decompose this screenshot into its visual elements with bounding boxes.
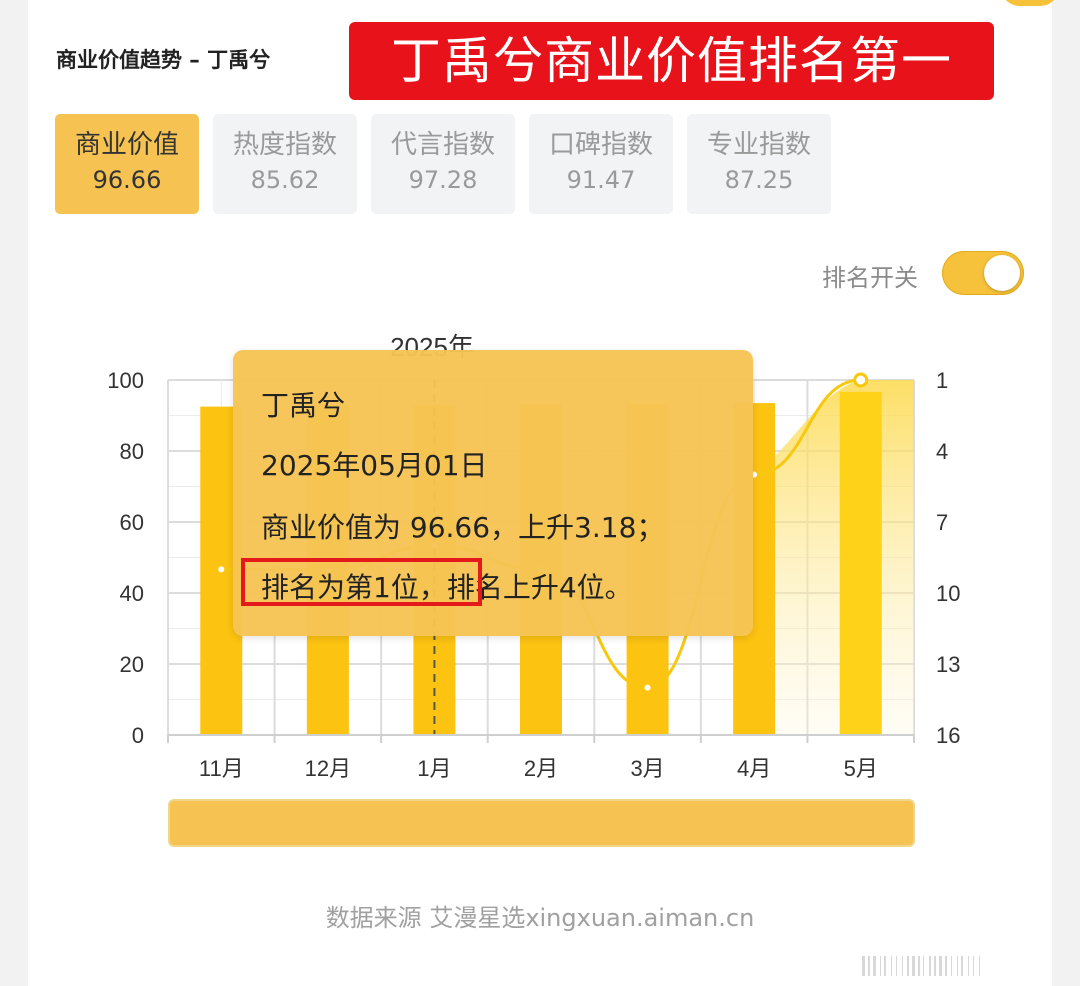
tab-label: 口碑指数 — [548, 130, 653, 160]
tooltip-name: 丁禹兮 — [261, 389, 346, 422]
barcode-stripe — [896, 956, 897, 976]
x-tick-label: 5月 — [844, 756, 878, 781]
y-right-tick-label: 16 — [936, 723, 960, 748]
barcode-stripe — [973, 956, 974, 976]
data-source: 数据来源 艾漫星选xingxuan.aiman.cn — [325, 904, 755, 932]
tab-label: 专业指数 — [706, 130, 811, 160]
y-right-tick-label: 4 — [936, 439, 948, 464]
y-right-tick-label: 13 — [936, 652, 960, 677]
headline-banner: 丁禹兮商业价值排名第一 — [349, 22, 994, 100]
toggle-knob — [984, 255, 1020, 291]
tab-value: 97.28 — [408, 166, 478, 194]
barcode-stripe — [961, 956, 963, 976]
barcode-stripe — [923, 956, 924, 976]
corner-badge — [1000, 0, 1060, 6]
barcode-stripe — [968, 956, 969, 976]
x-tick-label: 2月 — [524, 756, 558, 781]
barcode-stripe — [918, 956, 920, 976]
barcode-stripe — [929, 956, 931, 976]
barcode-stripe — [939, 956, 942, 976]
tab-value: 96.66 — [92, 166, 162, 194]
rank-highlight-box — [241, 558, 482, 606]
rank-toggle[interactable] — [942, 251, 1024, 295]
barcode-stripe — [862, 956, 865, 976]
tab-business-value[interactable]: 商业价值 96.66 — [55, 114, 199, 214]
tab-value: 85.62 — [250, 166, 320, 194]
tab-label: 热度指数 — [232, 130, 337, 160]
barcode-stripe — [934, 956, 936, 976]
rank-toggle-label: 排名开关 — [822, 264, 918, 292]
x-tick-label: 11月 — [199, 756, 244, 781]
barcode-stripe — [912, 956, 915, 976]
tab-value: 87.25 — [724, 166, 794, 194]
rank-point-11月 — [218, 566, 225, 573]
watermark-barcode — [862, 956, 980, 976]
barcode-stripe — [979, 956, 980, 976]
zoom-slider[interactable] — [168, 799, 915, 847]
tooltip-date: 2025年05月01日 — [261, 449, 488, 482]
y-right-tick-label: 7 — [936, 510, 948, 535]
page-title: 商业价值趋势 – 丁禹兮 — [56, 48, 271, 72]
tab-reputation-index[interactable]: 口碑指数 91.47 — [529, 114, 673, 214]
barcode-stripe — [951, 956, 952, 976]
rank-area-fill — [754, 380, 914, 735]
y-left-tick-label: 60 — [120, 510, 144, 535]
tab-value: 91.47 — [566, 166, 636, 194]
tab-professional-index[interactable]: 专业指数 87.25 — [687, 114, 831, 214]
x-tick-label: 3月 — [630, 756, 664, 781]
barcode-stripe — [868, 956, 870, 976]
tab-heat-index[interactable]: 热度指数 85.62 — [213, 114, 357, 214]
tooltip-rank-position: 排名为第1位， — [261, 571, 447, 604]
y-left-tick-label: 100 — [107, 368, 144, 393]
bar-5月 — [839, 391, 882, 735]
barcode-stripe — [957, 956, 958, 976]
tooltip-value: 商业价值为 96.66，上升3.18； — [261, 511, 665, 544]
barcode-stripe — [884, 956, 886, 976]
barcode-stripe — [907, 956, 909, 976]
tooltip-rank-change: 排名上升4位。 — [446, 571, 633, 604]
data-tooltip: 丁禹兮 2025年05月01日 商业价值为 96.66，上升3.18； 排名为第… — [233, 350, 753, 636]
x-tick-label: 4月 — [737, 756, 771, 781]
y-right-tick-label: 10 — [936, 581, 960, 606]
y-left-tick-label: 20 — [120, 652, 144, 677]
barcode-stripe — [873, 956, 876, 976]
rank-point-5月 — [853, 372, 869, 388]
barcode-stripe — [945, 956, 947, 976]
y-right-tick-label: 1 — [936, 368, 948, 393]
y-left-tick-label: 0 — [132, 723, 144, 748]
y-left-tick-label: 80 — [120, 439, 144, 464]
barcode-stripe — [891, 956, 892, 976]
y-left-tick-label: 40 — [120, 581, 144, 606]
barcode-stripe — [880, 956, 881, 976]
tab-endorsement-index[interactable]: 代言指数 97.28 — [371, 114, 515, 214]
x-tick-label: 12月 — [305, 756, 351, 781]
tab-label: 代言指数 — [390, 130, 495, 160]
x-tick-label: 1月 — [417, 756, 451, 781]
tooltip-rank: 排名为第1位，排名上升4位。 — [261, 566, 633, 606]
tab-label: 商业价值 — [74, 130, 179, 160]
rank-point-3月 — [644, 684, 651, 691]
barcode-stripe — [902, 956, 903, 976]
